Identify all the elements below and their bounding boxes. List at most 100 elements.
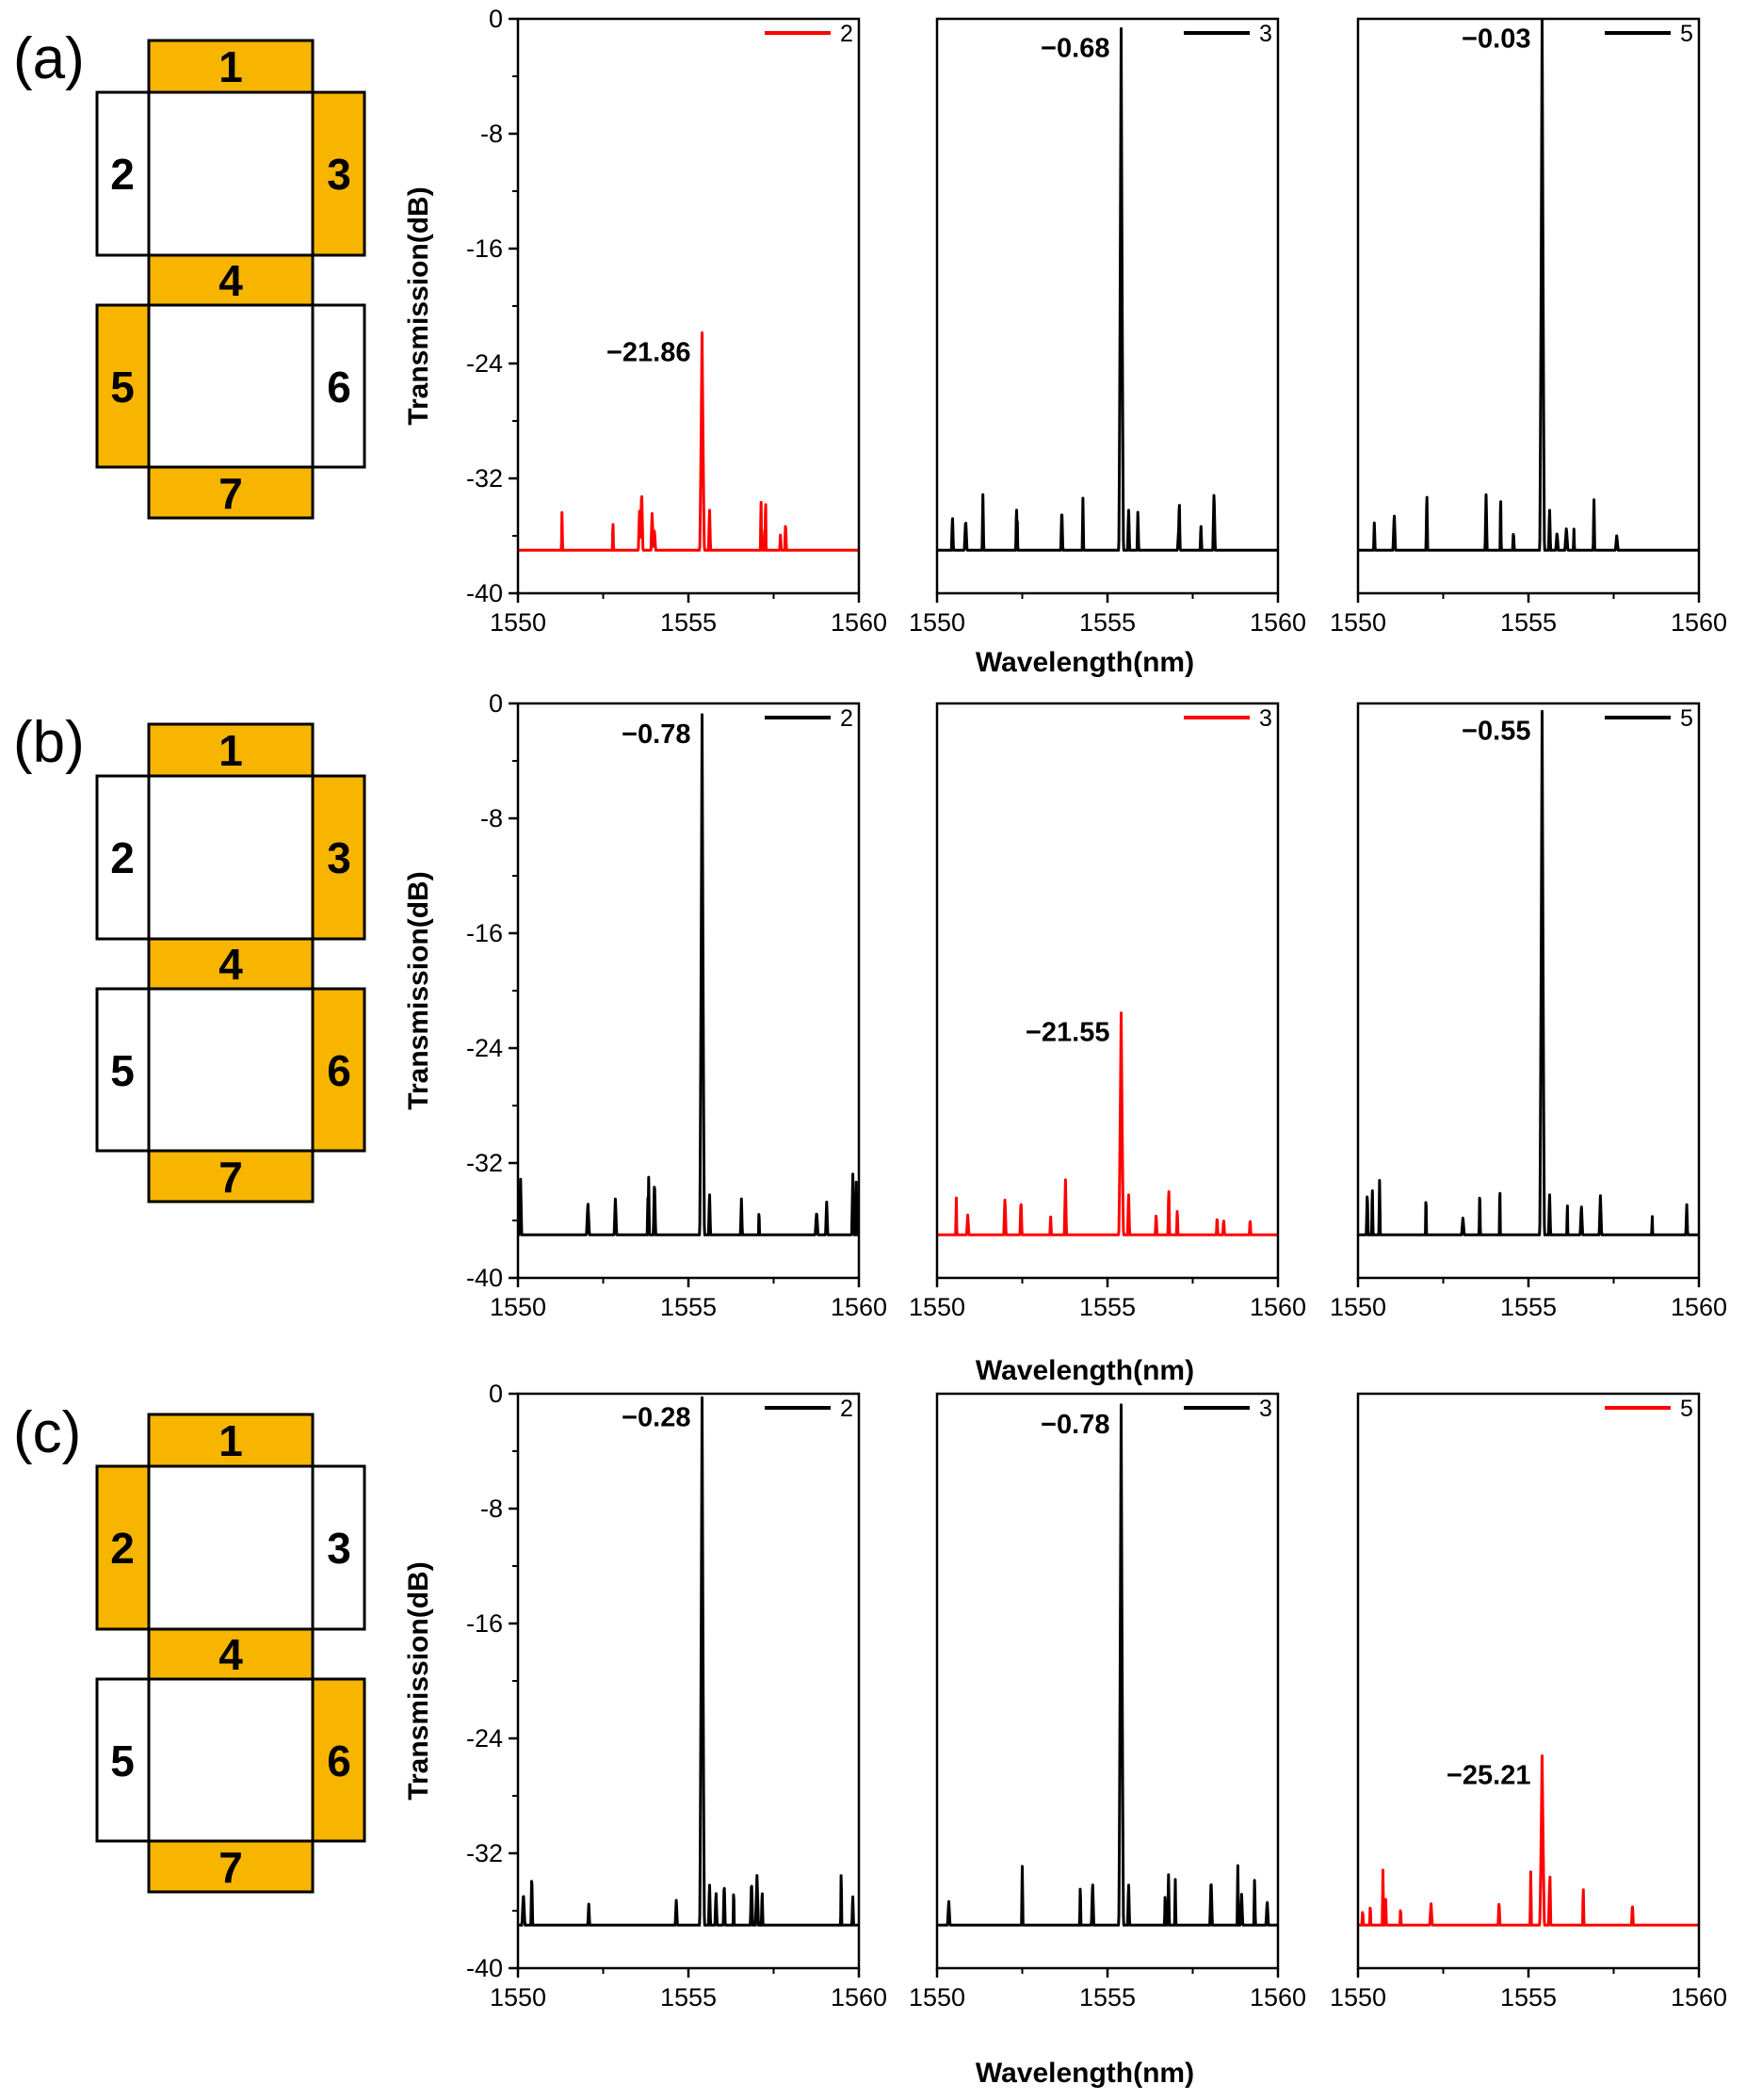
x-tick-label: 1550 <box>909 1983 965 2011</box>
y-tick-label: -16 <box>466 919 503 947</box>
segment-1-active <box>147 722 315 778</box>
spectrum-trace <box>935 1403 1280 1927</box>
segment-3-active <box>311 774 366 941</box>
segment-number: 7 <box>218 1153 243 1202</box>
segment-number: 1 <box>218 726 243 775</box>
segment-7-active <box>147 465 315 520</box>
peak-value-label: −0.68 <box>1041 33 1109 63</box>
legend-label: 3 <box>1259 21 1272 47</box>
spectrum-panel-7: 1550 1555 1560 0 -8 -16 -24 -32 -40 Transmission(… <box>403 1380 887 2011</box>
x-tick-label: 1555 <box>1079 608 1136 637</box>
y-tick-label: 0 <box>489 5 503 33</box>
ring-schematic-2: (b) 1 2 3 4 5 6 7 <box>13 710 366 1203</box>
x-tick-label: 1555 <box>1079 1983 1136 2011</box>
legend-label: 3 <box>1259 1396 1272 1422</box>
y-axis-title: Transmission(dB) <box>403 871 434 1109</box>
spectrum-trace <box>516 331 861 552</box>
upper-ring-outline <box>147 774 315 941</box>
x-axis-title: Wavelength(nm) <box>976 647 1194 678</box>
y-axis-title: Transmission(dB) <box>403 186 434 425</box>
plot-frame <box>516 17 861 595</box>
x-tick-label: 1550 <box>909 1293 965 1321</box>
y-tick-label: -40 <box>466 1954 503 1982</box>
x-tick-label: 1555 <box>660 1293 717 1321</box>
spectrum-panel-1: 1550 1555 1560 0 -8 -16 -24 -32 -40 Transmission(… <box>403 5 887 637</box>
x-tick-label: 1555 <box>1079 1293 1136 1321</box>
segment-3-active <box>311 90 366 257</box>
segment-number: 3 <box>327 1524 351 1573</box>
panel-label: (a) <box>13 26 85 91</box>
legend-label: 3 <box>1259 705 1272 732</box>
spectrum-trace <box>935 26 1280 552</box>
spectrum-panel-8: 1550 1555 1560 3 −0.78 <box>909 1392 1306 2011</box>
legend-label: 2 <box>840 21 853 47</box>
y-tick-label: -8 <box>480 804 503 832</box>
y-tick-label: -24 <box>466 1034 503 1062</box>
peak-value-label: −0.55 <box>1462 716 1530 746</box>
segment-2-active <box>95 1464 151 1631</box>
x-tick-label: 1555 <box>1500 608 1557 637</box>
peak-value-label: −0.78 <box>622 719 690 750</box>
segment-number: 7 <box>218 469 243 518</box>
segment-number: 1 <box>218 1416 243 1465</box>
segment-7-active <box>147 1839 315 1894</box>
transmission-spectra: 1550 1555 1560 0 -8 -16 -24 -32 -40 Transmission(… <box>403 5 1727 2011</box>
segment-4-active <box>147 1627 315 1681</box>
x-axis-titles: Wavelength(nm) Wavelength(nm) Wavelength(n… <box>976 647 1194 2089</box>
peak-value-label: −21.55 <box>1026 1018 1110 1048</box>
y-tick-label: -8 <box>480 1494 503 1523</box>
segment-2-inactive <box>95 774 151 941</box>
segment-number: 6 <box>327 1737 351 1785</box>
y-tick-label: -32 <box>466 1839 503 1867</box>
panel-label: (b) <box>13 710 85 775</box>
spectrum-trace <box>516 1396 861 1927</box>
segment-5-inactive <box>95 1677 151 1843</box>
x-tick-label: 1560 <box>831 1983 887 2011</box>
y-axis-title: Transmission(dB) <box>403 1561 434 1800</box>
x-tick-label: 1550 <box>490 608 546 637</box>
segment-6-active <box>311 1677 366 1843</box>
y-tick-label: -40 <box>466 1264 503 1292</box>
segment-3-inactive <box>311 1464 366 1631</box>
ring-schematic-3: (c) 1 2 3 4 5 6 7 <box>13 1400 366 1894</box>
segment-number: 6 <box>327 1046 351 1095</box>
y-tick-label: 0 <box>489 1380 503 1408</box>
x-tick-label: 1560 <box>831 608 887 637</box>
segment-number: 3 <box>327 150 351 199</box>
spectrum-trace <box>1356 1754 1701 1927</box>
segment-number: 5 <box>110 363 135 412</box>
y-tick-label: -16 <box>466 1609 503 1638</box>
peak-value-label: −25.21 <box>1447 1760 1531 1790</box>
segment-number: 6 <box>327 363 351 412</box>
spectrum-trace <box>1356 709 1701 1236</box>
y-tick-label: -32 <box>466 1149 503 1177</box>
panel-label: (c) <box>13 1400 81 1465</box>
x-tick-label: 1550 <box>1330 1983 1386 2011</box>
segment-number: 2 <box>110 1524 135 1573</box>
x-tick-label: 1560 <box>1671 1983 1727 2011</box>
spectrum-panel-9: 1550 1555 1560 5 −25.21 <box>1330 1392 1727 2011</box>
x-tick-label: 1560 <box>1250 1983 1306 2011</box>
segment-1-active <box>147 1413 315 1468</box>
segment-number: 5 <box>110 1737 135 1785</box>
y-tick-label: -8 <box>480 120 503 148</box>
ring-schematics: (a) 1 2 3 4 5 6 7 (b) 1 2 3 4 5 6 7 (c) 1 2 3 4 5 6 7 <box>13 26 366 1894</box>
spectrum-panel-4: 1550 1555 1560 0 -8 -16 -24 -32 -40 Transmission(… <box>403 689 887 1321</box>
x-tick-label: 1560 <box>1671 1293 1727 1321</box>
x-tick-label: 1560 <box>1671 608 1727 637</box>
legend-label: 5 <box>1680 21 1693 47</box>
y-tick-label: -40 <box>466 579 503 607</box>
peak-value-label: −21.86 <box>606 337 691 367</box>
segment-1-active <box>147 39 315 94</box>
segment-number: 4 <box>218 940 243 989</box>
plot-frame <box>1356 17 1701 595</box>
x-tick-label: 1560 <box>1250 1293 1306 1321</box>
spectrum-trace <box>1356 18 1701 552</box>
spectrum-trace <box>935 1011 1280 1236</box>
lower-ring-outline <box>147 987 315 1153</box>
segment-2-inactive <box>95 90 151 257</box>
plot-frame <box>1356 1392 1701 1970</box>
x-tick-label: 1555 <box>1500 1983 1557 2011</box>
plot-frame <box>935 1392 1280 1970</box>
